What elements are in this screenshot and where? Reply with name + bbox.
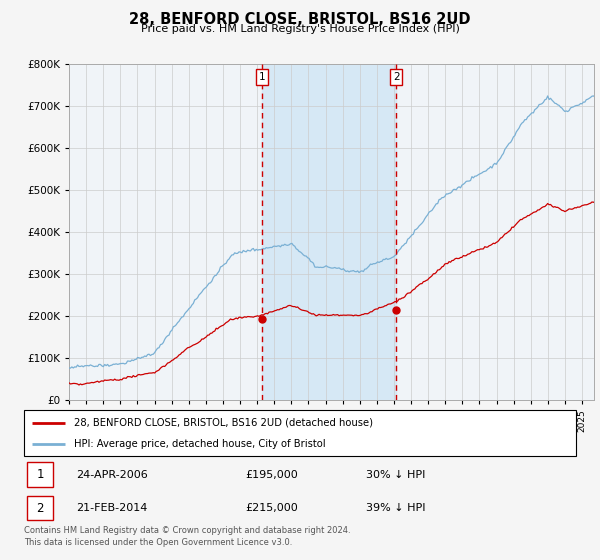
Text: 24-APR-2006: 24-APR-2006 [76,470,148,480]
Text: 2: 2 [393,72,400,82]
Text: £215,000: £215,000 [245,503,298,513]
Text: Price paid vs. HM Land Registry's House Price Index (HPI): Price paid vs. HM Land Registry's House … [140,24,460,34]
FancyBboxPatch shape [27,463,53,487]
FancyBboxPatch shape [24,410,576,456]
Text: 1: 1 [259,72,266,82]
Text: 21-FEB-2014: 21-FEB-2014 [76,503,148,513]
Text: Contains HM Land Registry data © Crown copyright and database right 2024.: Contains HM Land Registry data © Crown c… [24,526,350,535]
Text: 39% ↓ HPI: 39% ↓ HPI [366,503,426,513]
Bar [262,64,396,400]
Text: 28, BENFORD CLOSE, BRISTOL, BS16 2UD (detached house): 28, BENFORD CLOSE, BRISTOL, BS16 2UD (de… [74,418,373,428]
Text: 30% ↓ HPI: 30% ↓ HPI [366,470,425,480]
Text: 1: 1 [36,468,44,481]
FancyBboxPatch shape [27,496,53,520]
Text: £195,000: £195,000 [245,470,298,480]
Text: This data is licensed under the Open Government Licence v3.0.: This data is licensed under the Open Gov… [24,538,292,547]
Text: 2: 2 [36,502,44,515]
Text: 28, BENFORD CLOSE, BRISTOL, BS16 2UD: 28, BENFORD CLOSE, BRISTOL, BS16 2UD [129,12,471,27]
Text: HPI: Average price, detached house, City of Bristol: HPI: Average price, detached house, City… [74,439,325,449]
